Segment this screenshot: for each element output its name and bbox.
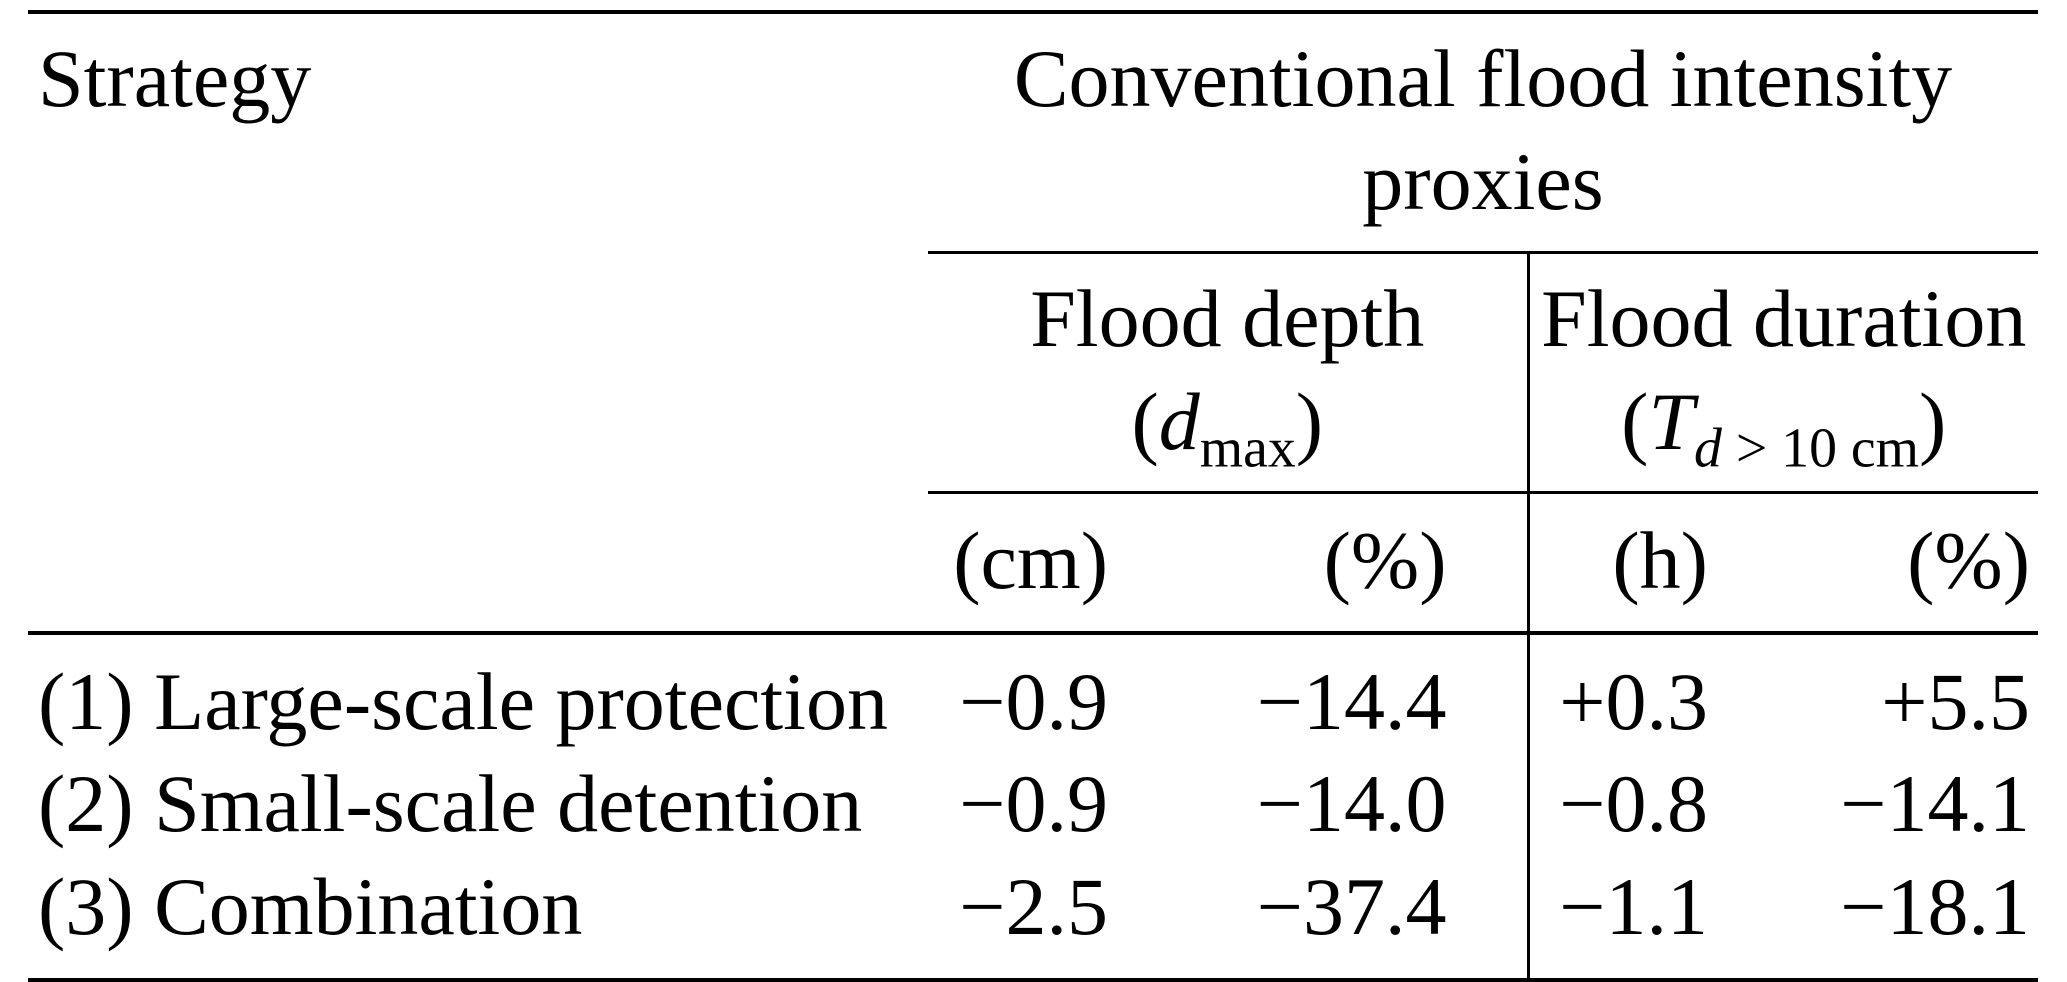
flood-duration-label: Flood duration: [1541, 273, 2027, 364]
value-cell: −18.1: [1840, 860, 2030, 952]
flood-intensity-table: Strategy Conventional flood intensity pr…: [28, 10, 2038, 982]
strategy-cell: (2) Small-scale detention: [38, 758, 863, 849]
table-row: (3) Combination −2.5 −37.4 −1.1 −18.1: [28, 855, 2038, 980]
duration-subscript: d > 10 cm: [1694, 416, 1920, 479]
depth-variable: d: [1158, 375, 1200, 467]
value-cell: +5.5: [1881, 655, 2030, 747]
duration-variable: T: [1648, 375, 1695, 467]
group-header-row: Strategy Conventional flood intensity pr…: [28, 12, 2038, 635]
value-cell: +0.3: [1526, 632, 1738, 753]
flood-depth-label: Flood depth: [1030, 273, 1425, 364]
table-row: (2) Small-scale detention −0.9 −14.0 −0.…: [28, 753, 2038, 856]
flood-duration-header: Flood duration (Td > 10 cm): [1526, 252, 2038, 494]
unit-cm: (cm): [953, 515, 1108, 606]
value-cell: −14.1: [1840, 758, 2030, 849]
value-cell: −0.9: [959, 655, 1108, 747]
depth-subscript: max: [1199, 416, 1296, 479]
unit-percent-duration: (%): [1907, 515, 2030, 606]
paper-table-figure: Strategy Conventional flood intensity pr…: [28, 10, 2038, 982]
strategy-cell: (1) Large-scale protection: [38, 655, 888, 747]
value-cell: −37.4: [1256, 860, 1447, 952]
subgroup-header-row: Flood depth (dmax) Flood duration (Td > …: [28, 252, 2038, 494]
value-cell: −14.4: [1256, 655, 1447, 747]
unit-h: (h): [1526, 492, 1738, 633]
value-cell: −2.5: [959, 860, 1108, 952]
units-row: (cm) (%) (h) (%): [28, 492, 2038, 633]
strategy-cell: (3) Combination: [38, 860, 583, 952]
flood-depth-symbol: (dmax): [1131, 375, 1324, 479]
value-cell: −14.0: [1256, 758, 1447, 849]
unit-percent-depth: (%): [1323, 515, 1447, 606]
value-cell: −1.1: [1526, 855, 1738, 980]
strategy-column-header: Strategy: [28, 12, 928, 635]
table-row: (1) Large-scale protection −0.9 −14.4 +0…: [28, 632, 2038, 753]
flood-duration-symbol: (Td > 10 cm): [1621, 375, 1947, 479]
group-header: Conventional flood intensity proxies: [1013, 33, 1953, 227]
value-cell: −0.8: [1526, 753, 1738, 856]
value-cell: −0.9: [959, 758, 1108, 849]
group-header-cell: Conventional flood intensity proxies: [928, 12, 2038, 254]
flood-depth-header: Flood depth (dmax): [928, 252, 1528, 494]
